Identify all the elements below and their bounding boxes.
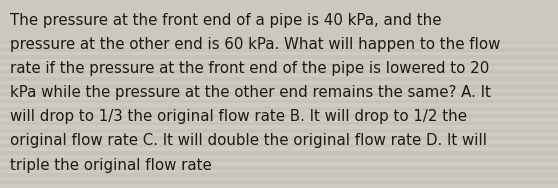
Bar <box>0 96 558 100</box>
Bar <box>0 66 558 70</box>
Bar <box>0 173 558 177</box>
Bar <box>0 129 558 133</box>
Bar <box>0 144 558 147</box>
Bar <box>0 184 558 188</box>
Bar <box>0 70 558 74</box>
Bar <box>0 162 558 166</box>
Bar <box>0 155 558 158</box>
Bar <box>0 181 558 184</box>
Bar <box>0 111 558 114</box>
Bar <box>0 55 558 59</box>
Bar <box>0 166 558 170</box>
Bar <box>0 118 558 122</box>
Text: will drop to 1/3 the original flow rate B. It will drop to 1/2 the: will drop to 1/3 the original flow rate … <box>10 109 467 124</box>
Bar <box>0 92 558 96</box>
Bar <box>0 81 558 85</box>
Bar <box>0 77 558 81</box>
Bar <box>0 140 558 144</box>
Text: triple the original flow rate: triple the original flow rate <box>10 158 212 173</box>
Bar <box>0 147 558 151</box>
Bar <box>0 122 558 125</box>
Bar <box>0 85 558 89</box>
Bar <box>0 52 558 55</box>
Bar <box>0 100 558 103</box>
Bar <box>0 125 558 129</box>
Text: original flow rate C. It will double the original flow rate D. It will: original flow rate C. It will double the… <box>10 133 487 149</box>
Text: pressure at the other end is 60 kPa. What will happen to the flow: pressure at the other end is 60 kPa. Wha… <box>10 37 501 52</box>
Bar <box>0 158 558 162</box>
Bar <box>0 133 558 136</box>
Bar <box>0 170 558 173</box>
Text: rate if the pressure at the front end of the pipe is lowered to 20: rate if the pressure at the front end of… <box>10 61 489 76</box>
Bar <box>0 177 558 181</box>
Bar <box>0 59 558 63</box>
Bar <box>0 48 558 52</box>
Text: The pressure at the front end of a pipe is 40 kPa, and the: The pressure at the front end of a pipe … <box>10 13 441 28</box>
Text: kPa while the pressure at the other end remains the same? A. It: kPa while the pressure at the other end … <box>10 85 491 100</box>
Bar <box>0 107 558 111</box>
Bar <box>0 136 558 140</box>
Bar <box>0 103 558 107</box>
Bar <box>0 41 558 44</box>
Bar <box>0 89 558 92</box>
Bar <box>0 74 558 77</box>
Bar <box>0 44 558 48</box>
Bar <box>0 151 558 155</box>
Bar <box>0 63 558 66</box>
Bar <box>0 114 558 118</box>
